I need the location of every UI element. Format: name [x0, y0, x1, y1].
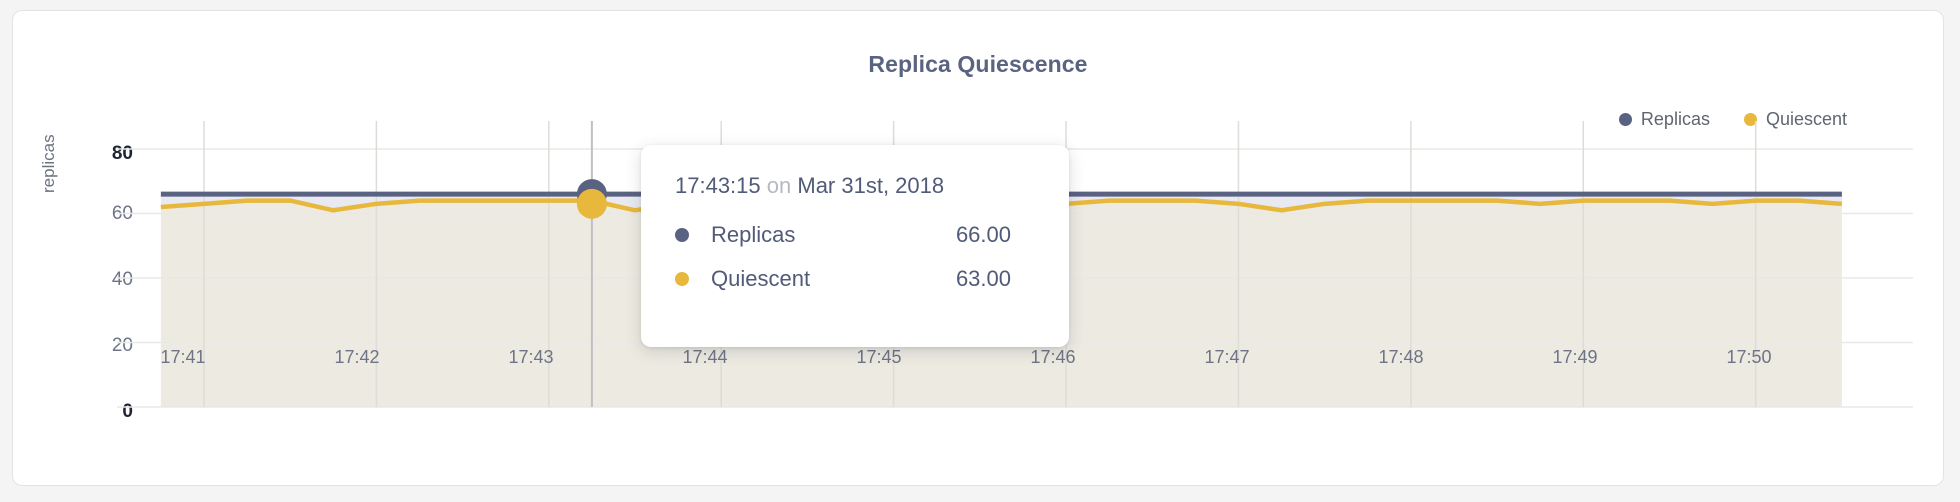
- tooltip-dot-icon-quiescent: [675, 272, 689, 286]
- chart-card: Replica Quiescence Replicas Quiescent re…: [12, 10, 1944, 486]
- x-tick-10: 17:50: [1726, 347, 1772, 367]
- tooltip-time: 17:43:15: [675, 173, 761, 198]
- tooltip-label-replicas: Replicas: [711, 222, 796, 247]
- x-tick-6: 17:46: [1030, 347, 1076, 367]
- legend-dot-icon-replicas: [1618, 113, 1632, 126]
- tooltip-row-replicas: Replicas 66.00: [675, 213, 1035, 257]
- x-tick-4: 17:44: [682, 347, 728, 367]
- x-tick-3: 17:43: [508, 347, 554, 367]
- legend-label-replicas: Replicas: [1640, 109, 1710, 129]
- tooltip-dot-icon-replicas: [675, 228, 689, 242]
- tooltip-on-word: on: [766, 173, 792, 198]
- tooltip-value-replicas: 66.00: [955, 222, 1011, 247]
- legend-dot-icon-quiescent: [1743, 113, 1757, 126]
- legend-label-quiescent: Quiescent: [1765, 109, 1847, 129]
- tooltip-header: 17:43:15 on Mar 31st, 2018: [675, 173, 1035, 199]
- legend-item-replicas[interactable]: Replicas: [1618, 109, 1710, 130]
- y-tick-0: 0: [122, 401, 133, 422]
- x-tick-2: 17:42: [334, 347, 380, 367]
- chart-legend: Replicas Quiescent: [1618, 109, 1847, 130]
- hover-marker-quiescent: [576, 188, 607, 219]
- tooltip-row-quiescent: Quiescent 63.00: [675, 257, 1035, 301]
- tooltip-value-quiescent: 63.00: [955, 266, 1011, 291]
- x-tick-9: 17:49: [1552, 347, 1598, 367]
- chart-tooltip: 17:43:15 on Mar 31st, 2018 Replicas 66.0…: [641, 145, 1069, 347]
- plot-area[interactable]: replicas 80 60 40 20 0: [13, 11, 1945, 487]
- x-tick-7: 17:47: [1204, 347, 1250, 367]
- x-tick-1: 17:41: [160, 347, 206, 367]
- legend-item-quiescent[interactable]: Quiescent: [1743, 109, 1847, 130]
- page-title: Replica Quiescence: [868, 51, 1088, 77]
- y-tick-40: 40: [111, 269, 133, 290]
- x-tick-8: 17:48: [1378, 347, 1424, 367]
- tooltip-date: Mar 31st, 2018: [797, 173, 945, 198]
- x-axis-ticks: 17:41 17:42 17:43 17:44 17:45 17:46 17:4…: [13, 347, 1945, 387]
- y-tick-20: 20: [111, 335, 133, 356]
- x-tick-5: 17:45: [856, 347, 902, 367]
- tooltip-label-quiescent: Quiescent: [711, 266, 811, 291]
